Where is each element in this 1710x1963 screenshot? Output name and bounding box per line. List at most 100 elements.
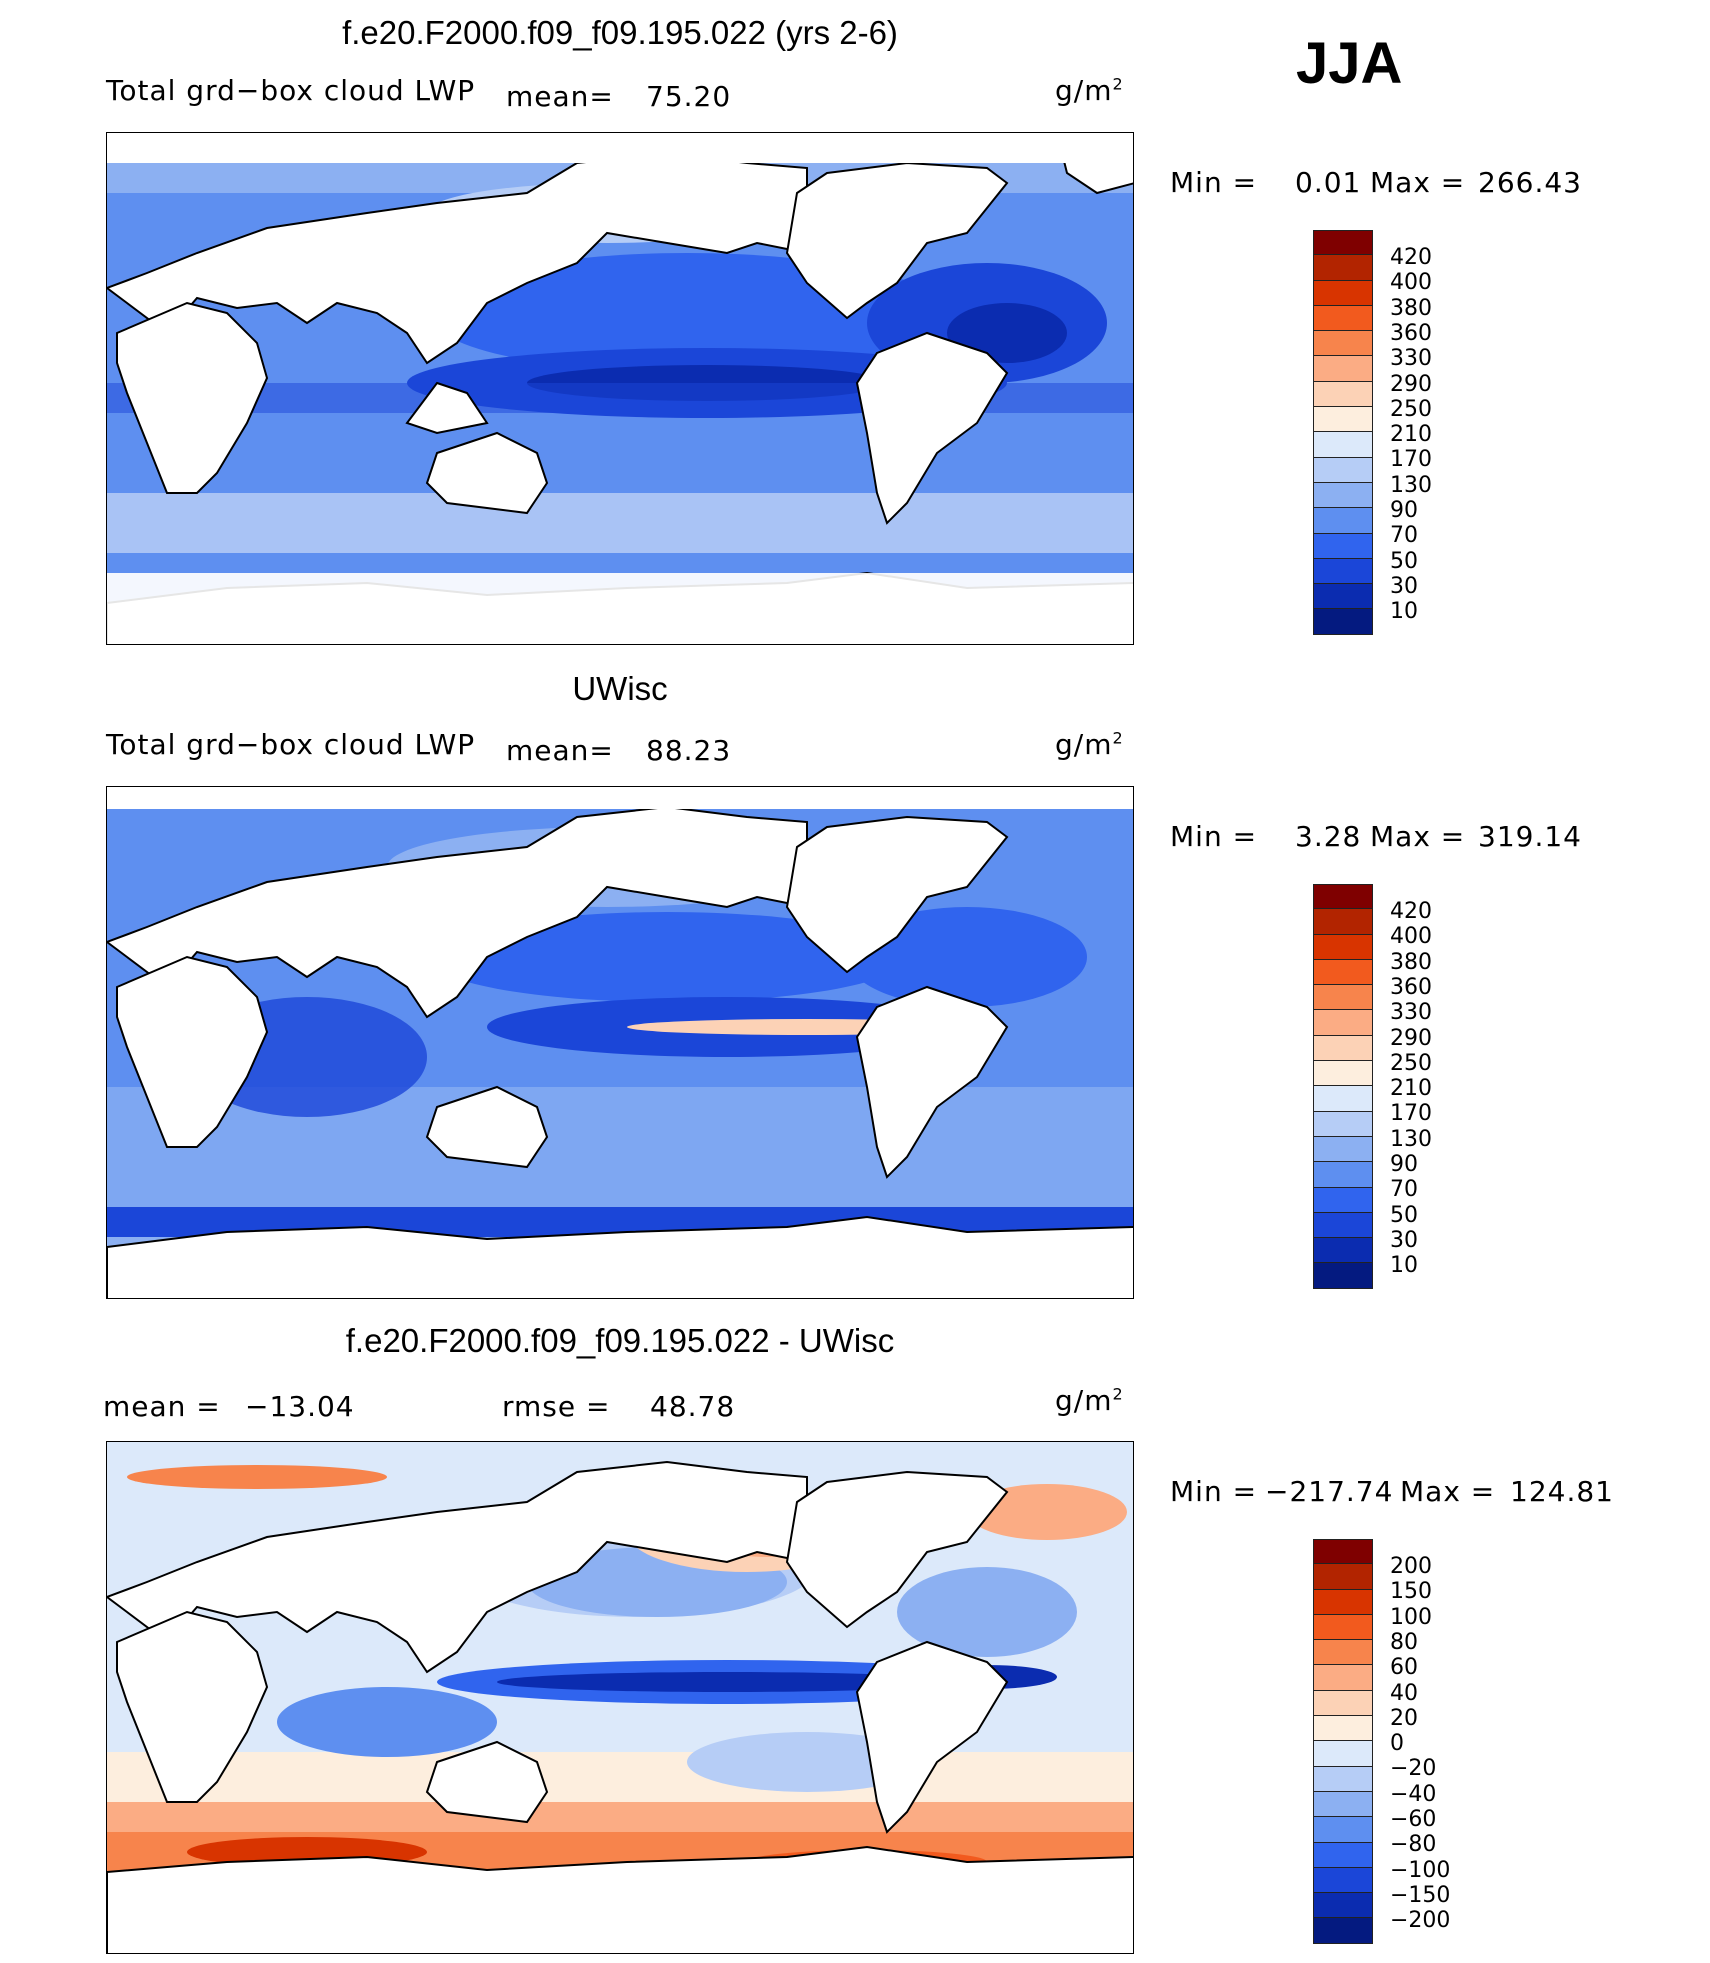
panel3-min-label: Min = [1170, 1475, 1258, 1508]
colorbar-swatch [1313, 457, 1373, 483]
colorbar-swatch [1313, 255, 1373, 281]
colorbar-swatch [1313, 1187, 1373, 1213]
colorbar-swatch [1313, 1111, 1373, 1137]
colorbar-swatch [1313, 407, 1373, 433]
colorbar-swatch [1313, 1690, 1373, 1717]
season-label: JJA [1296, 31, 1403, 96]
colorbar-swatch [1313, 482, 1373, 509]
colorbar-tick-label: 200 [1390, 1554, 1432, 1579]
colorbar-tick-label: 20 [1390, 1705, 1418, 1731]
panel2-min-value: 3.28 [1295, 820, 1362, 853]
colorbar-tick-label: 250 [1390, 396, 1432, 422]
colorbar-tick-label: 380 [1390, 295, 1432, 321]
colorbar-tick-label: 330 [1390, 1000, 1432, 1026]
colorbar-tick-label: −100 [1390, 1857, 1451, 1883]
colorbar-swatch [1313, 1665, 1373, 1691]
panel1-title: f.e20.F2000.f09_f09.195.022 (yrs 2-6) [342, 14, 898, 51]
colorbar-swatch [1313, 558, 1373, 585]
panel2-min-label: Min = [1170, 820, 1258, 853]
colorbar-tick-label: 420 [1390, 899, 1432, 924]
panel1-variable: Total grd−box cloud LWP [106, 74, 476, 107]
colorbar-tick-label: 100 [1390, 1604, 1432, 1630]
colorbar-swatch [1313, 1238, 1373, 1264]
panel3-mean-label: mean = [103, 1390, 221, 1423]
colorbar-tick-label: −80 [1390, 1832, 1437, 1858]
colorbar-swatch [1313, 1791, 1373, 1818]
colorbar-tick-label: 210 [1390, 422, 1432, 448]
colorbar-tick-label: 80 [1390, 1629, 1418, 1655]
panel3-title: f.e20.F2000.f09_f09.195.022 - UWisc [345, 1322, 895, 1359]
panel1-max-value: 266.43 [1478, 166, 1582, 199]
colorbar-tick-label: −200 [1390, 1908, 1451, 1934]
colorbar-swatch [1313, 1086, 1373, 1112]
colorbar-tick-label: 70 [1390, 523, 1418, 549]
colorbar-tick-label: 130 [1390, 1126, 1432, 1152]
panel1-mean-value: 75.20 [646, 80, 732, 113]
colorbar-tick-label: −150 [1390, 1882, 1451, 1908]
colorbar-swatch [1313, 584, 1373, 610]
colorbar-swatch [1313, 1741, 1373, 1767]
panel1-min-label: Min = [1170, 166, 1258, 199]
colorbar-swatch [1313, 959, 1373, 986]
panel2-max-value: 319.14 [1478, 820, 1582, 853]
colorbar-tick-label: 250 [1390, 1050, 1432, 1076]
colorbar-swatch [1313, 1263, 1373, 1289]
colorbar-swatch [1313, 356, 1373, 382]
panel3-colorbar [1313, 1539, 1373, 1944]
panel3-mean-value: −13.04 [245, 1390, 355, 1423]
colorbar-swatch [1313, 609, 1373, 635]
panel2-colorbar [1313, 884, 1373, 1289]
panel1-mean-label: mean= [506, 80, 614, 113]
colorbar-tick-label: 290 [1390, 1025, 1432, 1051]
colorbar-tick-label: −20 [1390, 1756, 1437, 1782]
colorbar-swatch [1313, 1640, 1373, 1666]
colorbar-tick-label: −40 [1390, 1781, 1437, 1807]
colorbar-tick-label: 290 [1390, 371, 1432, 397]
colorbar-tick-label: 380 [1390, 949, 1432, 975]
panel1-max-label: Max = [1370, 166, 1466, 199]
colorbar-swatch [1313, 1010, 1373, 1036]
colorbar-tick-label: 170 [1390, 1101, 1432, 1127]
panel3-min-value: −217.74 [1265, 1475, 1394, 1508]
colorbar-swatch [1313, 1589, 1373, 1615]
colorbar-tick-label: 360 [1390, 320, 1432, 346]
colorbar-swatch [1313, 533, 1373, 559]
colorbar-tick-label: −60 [1390, 1807, 1437, 1832]
colorbar-swatch [1313, 1716, 1373, 1742]
panel1-map [106, 132, 1134, 645]
colorbar-tick-label: 420 [1390, 245, 1432, 270]
panel2-max-label: Max = [1370, 820, 1466, 853]
panel3-max-label: Max = [1400, 1475, 1496, 1508]
panel1-map-graphic [107, 133, 1133, 644]
colorbar-swatch [1313, 909, 1373, 935]
colorbar-tick-label: 60 [1390, 1655, 1418, 1681]
colorbar-swatch [1313, 305, 1373, 332]
colorbar-tick-label: 30 [1390, 573, 1418, 599]
panel2-mean-label: mean= [506, 734, 614, 767]
colorbar-swatch [1313, 1817, 1373, 1843]
colorbar-swatch [1313, 934, 1373, 960]
colorbar-swatch [1313, 1918, 1373, 1944]
colorbar-swatch [1313, 1212, 1373, 1239]
colorbar-swatch [1313, 985, 1373, 1011]
colorbar-swatch [1313, 280, 1373, 306]
colorbar-swatch [1313, 1035, 1373, 1062]
colorbar-tick-label: 50 [1390, 1202, 1418, 1228]
colorbar-tick-label: 130 [1390, 472, 1432, 498]
colorbar-swatch [1313, 1867, 1373, 1894]
panel2-mean-value: 88.23 [646, 734, 732, 767]
colorbar-swatch [1313, 381, 1373, 408]
colorbar-tick-label: 400 [1390, 924, 1432, 950]
panel3-rmse-value: 48.78 [650, 1390, 736, 1423]
colorbar-tick-label: 210 [1390, 1076, 1432, 1102]
colorbar-swatch [1313, 230, 1373, 256]
colorbar-swatch [1313, 1539, 1373, 1565]
panel2-title: UWisc [572, 670, 668, 707]
panel2-variable: Total grd−box cloud LWP [106, 728, 476, 761]
colorbar-tick-label: 40 [1390, 1680, 1418, 1706]
colorbar-tick-label: 0 [1390, 1731, 1404, 1757]
colorbar-tick-label: 10 [1390, 599, 1418, 625]
colorbar-swatch [1313, 1162, 1373, 1188]
colorbar-swatch [1313, 1766, 1373, 1792]
colorbar-tick-label: 330 [1390, 346, 1432, 372]
